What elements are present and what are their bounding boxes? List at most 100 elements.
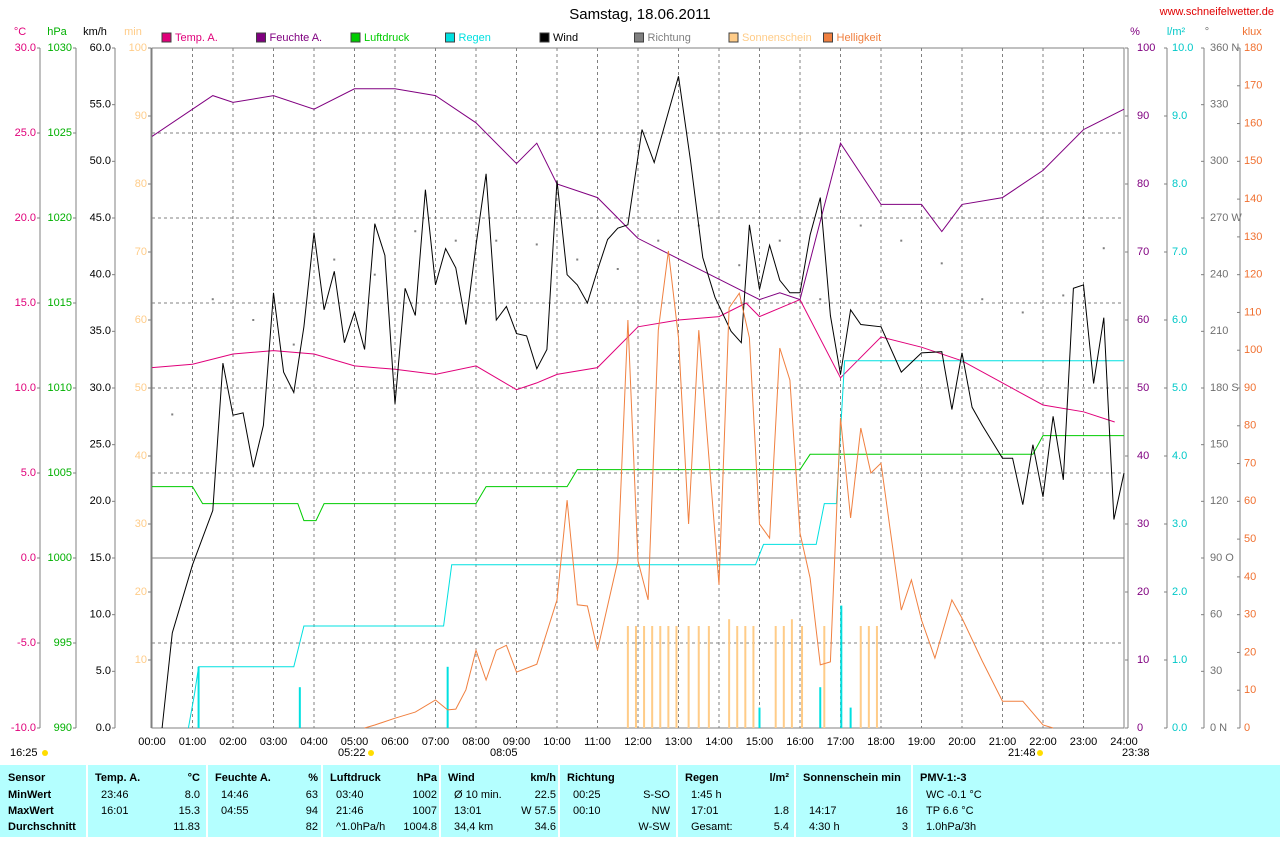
y-tick-label: 15.0 (15, 297, 36, 309)
y-tick-label: 120 (1244, 269, 1262, 281)
sun-time: 16:25 (10, 747, 38, 759)
direction-dot (738, 264, 741, 267)
table-cell: 5.4 (774, 821, 789, 833)
y-tick-label: 30 (1210, 665, 1222, 677)
direction-dot (292, 343, 295, 346)
y-tick-label: 4.0 (1172, 450, 1187, 462)
y-tick-label: 0 (1244, 722, 1250, 734)
rain-bar (758, 707, 761, 728)
y-tick-label: 995 (54, 637, 72, 649)
table-cell: W-SW (638, 821, 670, 833)
direction-dot (495, 239, 498, 242)
direction-dot (1102, 247, 1105, 250)
y-tick-label: 50 (135, 382, 147, 394)
table-header-unit: l/m² (769, 772, 789, 784)
sunshine-bar (774, 626, 777, 728)
y-tick-label: 5.0 (21, 467, 36, 479)
table-cell: 03:40 (336, 789, 364, 801)
table-cell: W 57.5 (521, 805, 556, 817)
y-tick-label: 10 (1244, 684, 1256, 696)
direction-dot (454, 239, 457, 242)
series-line (187, 360, 1124, 729)
table-header: Feuchte A. (215, 772, 271, 784)
sun-time: 23:38 (1122, 747, 1150, 759)
y-tick-label: 210 (1210, 325, 1228, 337)
x-tick-label: 06:00 (381, 736, 409, 748)
sunshine-bar (823, 626, 826, 728)
direction-dot (940, 262, 943, 265)
y-tick-label: 2.0 (1172, 586, 1187, 598)
sunshine-bar (782, 626, 785, 728)
y-tick-label: 8.0 (1172, 178, 1187, 190)
sunshine-bar (634, 626, 637, 728)
legend-swatch (445, 32, 455, 43)
x-tick-label: 15:00 (746, 736, 774, 748)
legend-label: Regen (459, 32, 491, 44)
y-tick-label: 80 (135, 178, 147, 190)
table-cell: 22.5 (535, 789, 556, 801)
y-tick-label: 5.0 (1172, 382, 1187, 394)
y-tick-label: 20 (135, 586, 147, 598)
y-tick-label: 1020 (48, 212, 72, 224)
source: www.schneifelwetter.de (1159, 6, 1274, 18)
sunshine-bar (643, 626, 646, 728)
table-cell: MaxWert (8, 805, 54, 817)
y-tick-label: 10 (1137, 654, 1149, 666)
table-cell: 15.3 (179, 805, 200, 817)
table-cell: 16:01 (101, 805, 129, 817)
legend-swatch (350, 32, 361, 43)
y-tick-label: 40 (135, 450, 147, 462)
direction-dot (252, 319, 255, 321)
sunshine-bar (801, 626, 804, 728)
table-cell: 34,4 km (454, 821, 493, 833)
direction-dot (616, 268, 619, 270)
x-tick-label: 13:00 (665, 736, 693, 748)
y-tick-label: 20.0 (90, 495, 111, 507)
x-tick-label: 03:00 (260, 736, 288, 748)
y-tick-label: 40 (1137, 450, 1149, 462)
y-tick-label: 1015 (48, 297, 72, 309)
y-tick-label: 1010 (48, 382, 72, 394)
y-tick-label: 0.0 (21, 552, 36, 564)
legend-label: Wind (553, 32, 578, 44)
x-tick-label: 14:00 (705, 736, 733, 748)
table-cell: 4:30 h (809, 821, 840, 833)
legend-label: Helligkeit (837, 32, 882, 44)
y-tick-label: 100 (1137, 42, 1155, 54)
y-tick-label: 70 (1137, 246, 1149, 258)
direction-dot (1021, 311, 1024, 314)
y-tick-label: 50 (1137, 382, 1149, 394)
y-tick-label: 180 S (1210, 382, 1239, 394)
y-tick-label: 100 (129, 42, 147, 54)
table-cell: 14:46 (221, 789, 249, 801)
x-tick-label: 19:00 (908, 736, 936, 748)
sun-time: 21:48 (1008, 747, 1036, 759)
table-cell: 17:01 (691, 805, 719, 817)
sunshine-bar (736, 626, 739, 728)
series-line (151, 298, 1115, 423)
sunshine-bar (659, 626, 662, 728)
direction-dot (373, 273, 376, 276)
table-background (0, 765, 1280, 837)
table-cell: S-SO (643, 789, 670, 801)
sun-icon (1037, 750, 1043, 756)
y-tick-label: 7.0 (1172, 246, 1187, 258)
rain-bar (840, 605, 843, 728)
table-cell: Gesamt: (691, 821, 733, 833)
table-cell: 23:46 (101, 789, 129, 801)
table-cell: 04:55 (221, 805, 249, 817)
y-tick-label: 40 (1244, 571, 1256, 583)
direction-dot (981, 298, 984, 301)
table-cell: NW (652, 805, 671, 817)
sunshine-bar (675, 626, 678, 728)
legend-swatch (823, 32, 833, 43)
x-tick-label: 24:00 (1110, 736, 1138, 748)
legend-label: Luftdruck (364, 32, 410, 44)
y-tick-label: 360 N (1210, 42, 1239, 54)
sunshine-bar (651, 626, 654, 728)
sunshine-bar (687, 626, 690, 728)
y-tick-label: 60 (1244, 495, 1256, 507)
y-tick-label: 80 (1137, 178, 1149, 190)
sun-icon (368, 750, 374, 756)
direction-dot (576, 258, 579, 261)
